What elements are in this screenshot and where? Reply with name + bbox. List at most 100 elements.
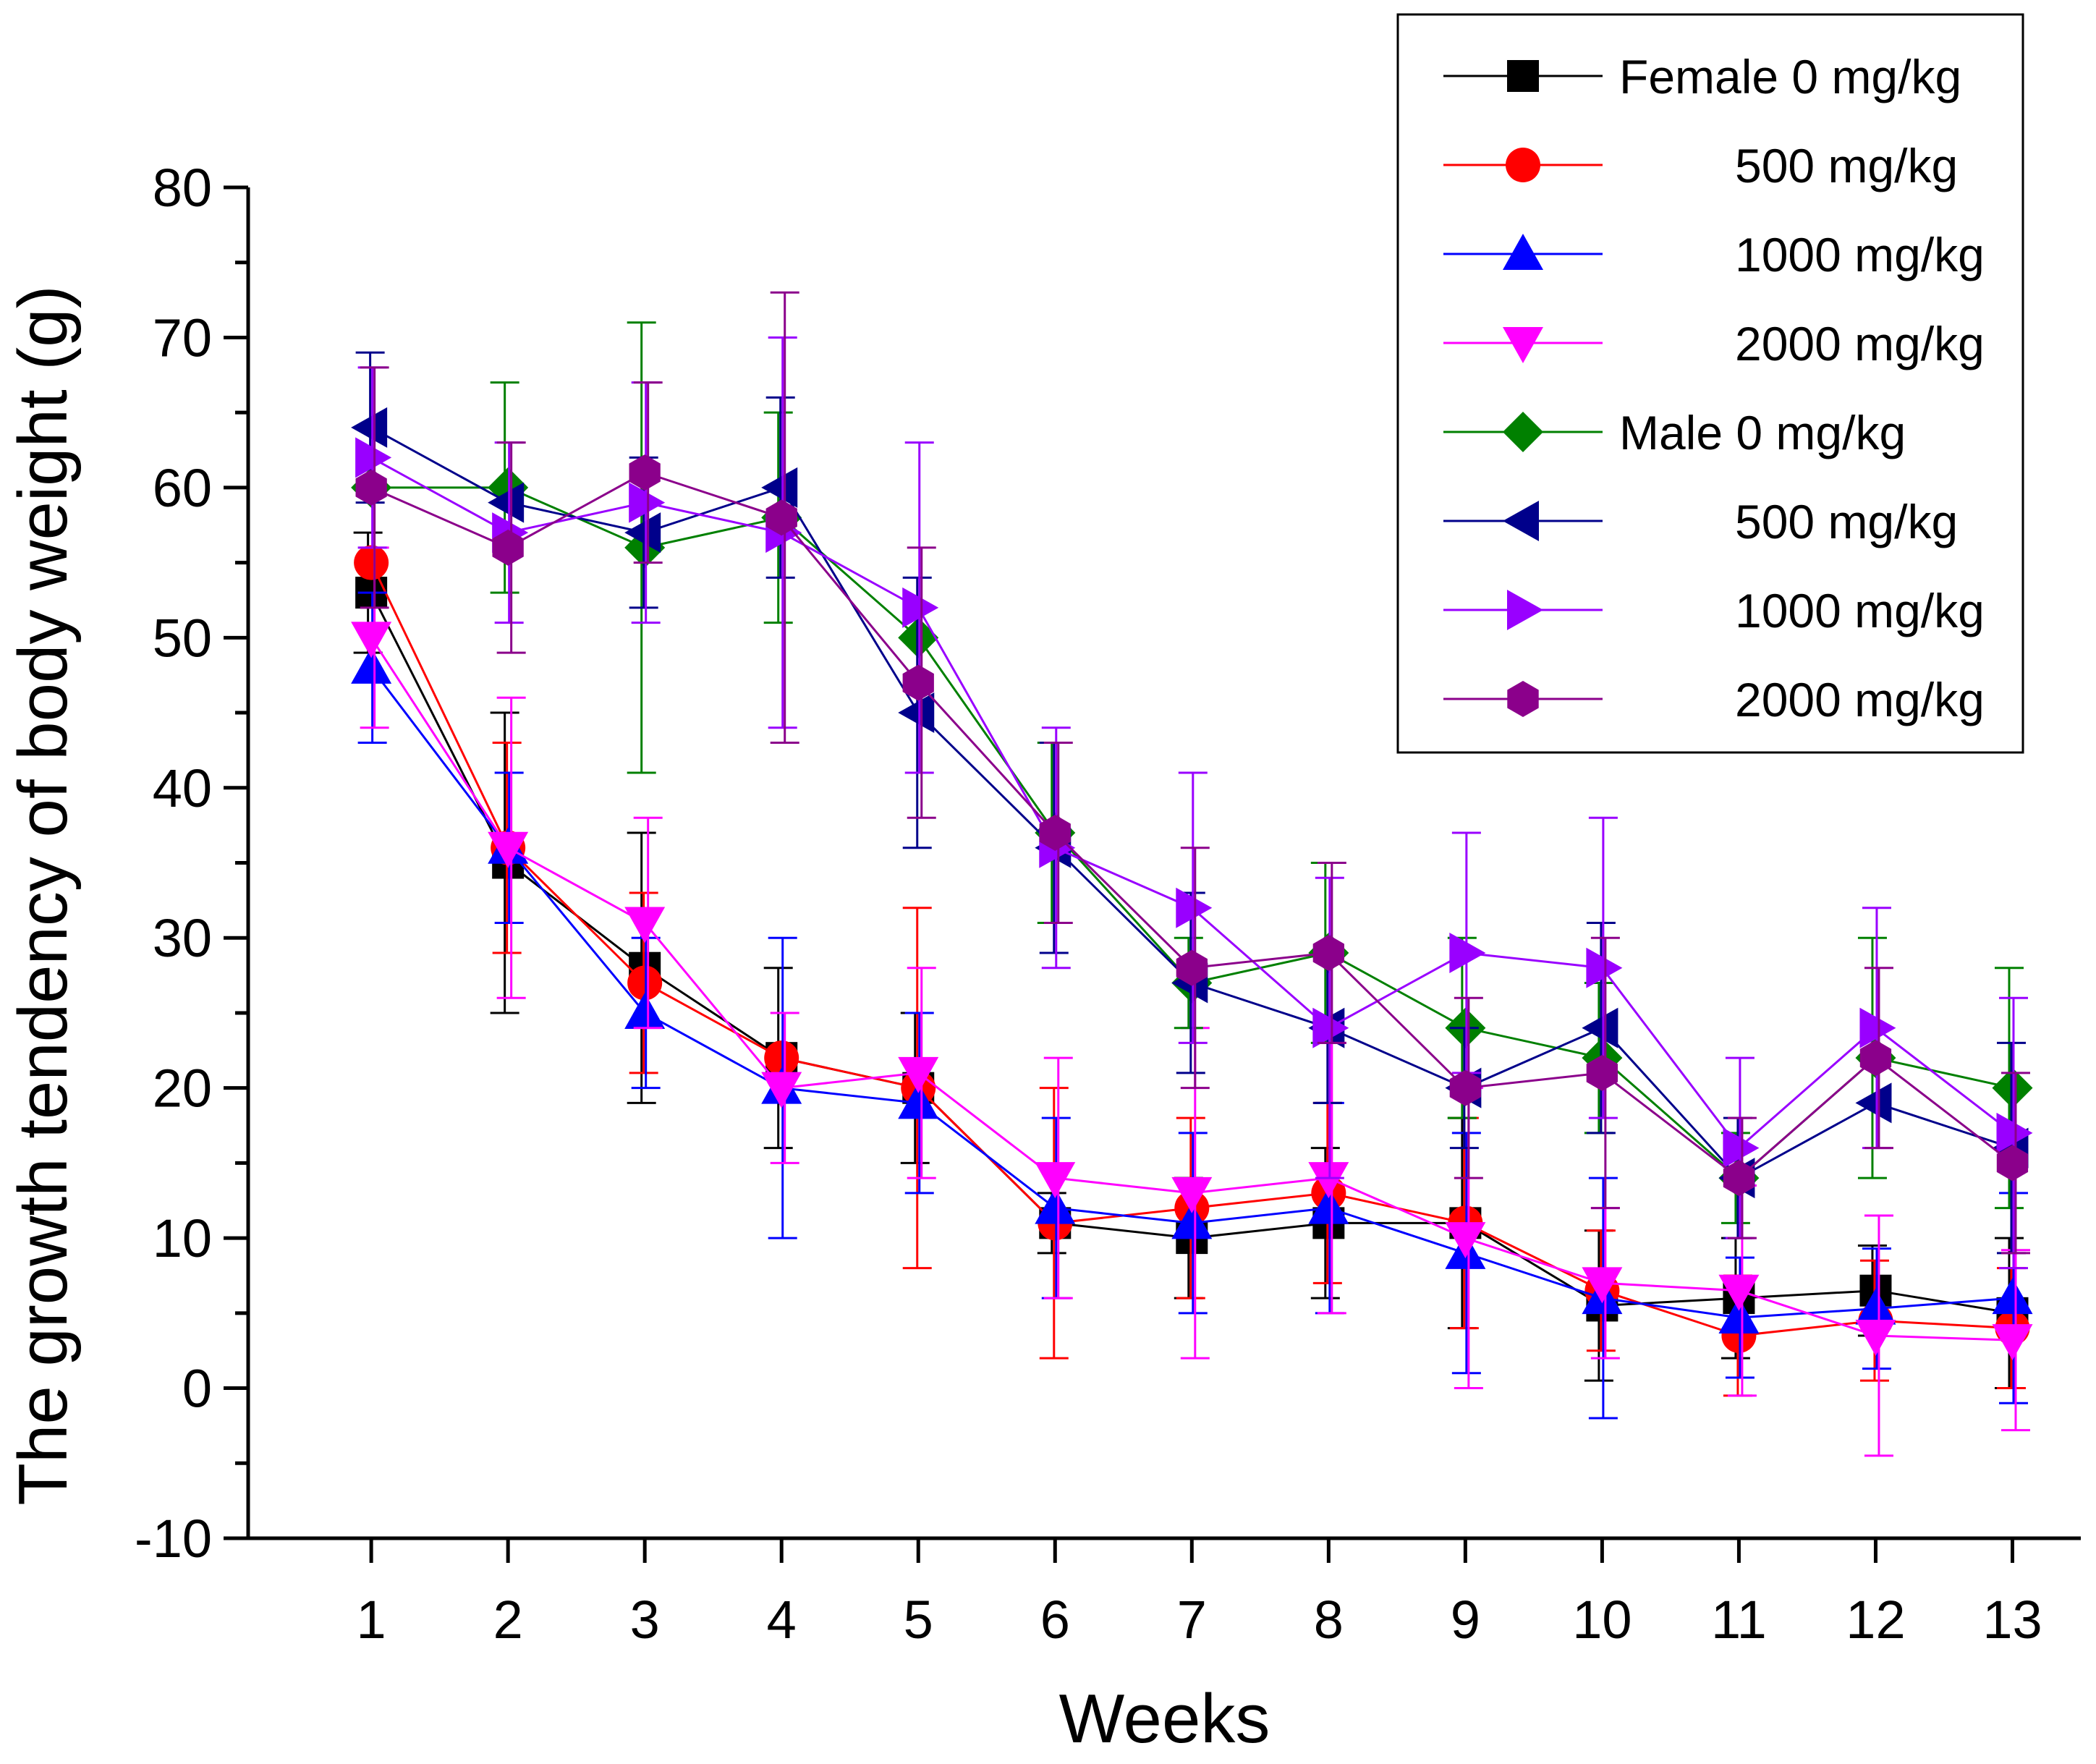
data-point-marker bbox=[624, 512, 661, 554]
legend-marker bbox=[1507, 681, 1539, 717]
data-point-marker bbox=[1855, 1319, 1896, 1356]
data-point-marker bbox=[898, 692, 935, 734]
data-point-marker bbox=[1171, 1203, 1213, 1239]
y-tick-label: 70 bbox=[153, 308, 212, 368]
x-tick-label: 12 bbox=[1846, 1590, 1905, 1650]
y-tick-label: 50 bbox=[153, 608, 212, 668]
x-tick-label: 1 bbox=[357, 1590, 386, 1650]
data-point-marker bbox=[902, 664, 934, 701]
y-axis-title: The growth tendency of body weight (g) bbox=[4, 285, 82, 1505]
data-point-marker bbox=[1449, 932, 1486, 973]
legend-marker bbox=[1503, 412, 1543, 452]
legend-marker bbox=[1507, 60, 1539, 92]
data-point-marker bbox=[1859, 1040, 1892, 1077]
data-point-marker bbox=[1308, 1162, 1349, 1199]
data-point-marker bbox=[1855, 1082, 1892, 1124]
legend-label: 500 mg/kg bbox=[1735, 139, 1958, 192]
x-tick-label: 6 bbox=[1040, 1590, 1070, 1650]
series-group bbox=[351, 291, 2033, 1457]
x-tick-label: 7 bbox=[1177, 1590, 1207, 1650]
data-point-marker bbox=[351, 647, 392, 684]
data-point-marker bbox=[1035, 1162, 1076, 1199]
data-point-marker bbox=[354, 545, 389, 580]
data-point-marker bbox=[1312, 935, 1344, 971]
legend-marker bbox=[1503, 327, 1543, 363]
legend-marker bbox=[1506, 148, 1540, 182]
legend-item: Female 0 mg/kg bbox=[1443, 50, 1961, 103]
data-point-marker bbox=[1582, 1267, 1623, 1304]
data-point-marker bbox=[1449, 1069, 1481, 1106]
data-point-marker bbox=[351, 622, 392, 658]
legend-label: 1000 mg/kg bbox=[1735, 228, 1985, 281]
legend-label: 2000 mg/kg bbox=[1735, 673, 1985, 726]
legend-box bbox=[1396, 13, 2024, 754]
legend-item: Male 0 mg/kg bbox=[1443, 406, 1906, 459]
x-tick-label: 13 bbox=[1982, 1590, 2042, 1650]
legend-item: 500 mg/kg bbox=[1443, 495, 1958, 548]
data-point-marker bbox=[1582, 1007, 1618, 1048]
x-tick-label: 2 bbox=[493, 1590, 523, 1650]
legend-label: Male 0 mg/kg bbox=[1619, 406, 1906, 459]
x-tick-label: 5 bbox=[904, 1590, 933, 1650]
x-axis-title: Weeks bbox=[1059, 1680, 1270, 1757]
y-tick-label: 40 bbox=[153, 758, 212, 818]
x-tick-label: 4 bbox=[767, 1590, 797, 1650]
y-tick-label: -10 bbox=[135, 1509, 212, 1569]
data-point-marker bbox=[1035, 1187, 1076, 1224]
y-tick-label: 20 bbox=[153, 1059, 212, 1119]
data-point-marker bbox=[488, 831, 529, 868]
data-point-marker bbox=[898, 1082, 939, 1119]
legend-marker bbox=[1507, 590, 1543, 630]
data-point-marker bbox=[1171, 1176, 1213, 1213]
legend-item: 1000 mg/kg bbox=[1443, 584, 1985, 637]
y-tick-label: 60 bbox=[153, 458, 212, 518]
data-point-marker bbox=[492, 529, 524, 566]
data-point-marker bbox=[624, 907, 666, 944]
data-point-marker bbox=[1992, 1324, 2033, 1361]
legend-item: 2000 mg/kg bbox=[1443, 317, 1985, 370]
x-tick-label: 3 bbox=[630, 1590, 660, 1650]
data-point-marker bbox=[1039, 815, 1071, 851]
legend-item: 2000 mg/kg bbox=[1443, 673, 1985, 726]
data-point-marker bbox=[629, 454, 661, 491]
data-point-marker bbox=[1445, 1222, 1486, 1259]
data-point-marker bbox=[1992, 1278, 2033, 1315]
legend: Female 0 mg/kg 500 mg/kg 1000 mg/kg 2000 mg… bbox=[1396, 13, 2024, 754]
data-point-marker bbox=[1718, 1297, 1760, 1334]
data-point-marker bbox=[898, 1056, 939, 1093]
data-point-marker bbox=[761, 467, 798, 508]
data-point-marker bbox=[1855, 1288, 1896, 1325]
data-point-marker bbox=[1718, 1274, 1760, 1311]
x-tick-label: 11 bbox=[1711, 1590, 1767, 1650]
series-8 bbox=[355, 291, 2030, 1255]
legend-label: 1000 mg/kg bbox=[1735, 584, 1985, 637]
data-point-marker bbox=[1723, 1160, 1755, 1197]
y-tick-label: 10 bbox=[153, 1208, 212, 1268]
y-tick-label: 0 bbox=[182, 1359, 212, 1419]
legend-item: 1000 mg/kg bbox=[1443, 228, 1985, 281]
data-point-marker bbox=[488, 482, 525, 523]
legend-label: Female 0 mg/kg bbox=[1619, 50, 1961, 103]
data-point-marker bbox=[1308, 1187, 1349, 1224]
data-point-marker bbox=[765, 499, 797, 536]
legend-marker bbox=[1503, 501, 1539, 541]
data-point-marker bbox=[624, 992, 666, 1029]
legend-marker bbox=[1503, 234, 1543, 270]
data-point-marker bbox=[355, 469, 387, 506]
y-tick-label: 30 bbox=[153, 908, 212, 968]
x-tick-label: 8 bbox=[1314, 1590, 1344, 1650]
data-point-marker bbox=[761, 1072, 802, 1108]
data-point-marker bbox=[351, 407, 388, 448]
x-tick-label: 9 bbox=[1451, 1590, 1480, 1650]
data-point-marker bbox=[1176, 949, 1208, 986]
legend-item: 500 mg/kg bbox=[1443, 139, 1958, 192]
legend-label: 2000 mg/kg bbox=[1735, 317, 1985, 370]
legend-label: 500 mg/kg bbox=[1735, 495, 1958, 548]
y-tick-label: 80 bbox=[153, 158, 212, 218]
data-point-marker bbox=[1586, 1054, 1618, 1091]
x-tick-label: 10 bbox=[1572, 1590, 1632, 1650]
data-point-marker bbox=[1996, 1145, 2029, 1182]
